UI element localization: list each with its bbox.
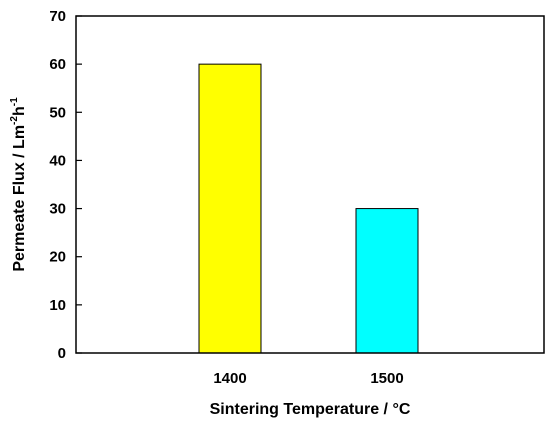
y-axis-label-sup1: -2: [9, 116, 20, 125]
x-ticks-group: 1400 1500: [213, 370, 403, 387]
y-tick-label: 20: [49, 249, 66, 266]
y-tick-label: 30: [49, 201, 66, 218]
y-axis-label-sup2: -1: [9, 97, 20, 106]
y-tick-label: 50: [49, 104, 66, 121]
y-axis-label-main: Permeate Flux / Lm: [11, 125, 28, 272]
x-tick-label: 1400: [213, 370, 246, 387]
y-ticks-group: 0 10 20 30 40 50 60 70: [49, 8, 82, 362]
bar-1400: [198, 63, 262, 354]
bars-group: [198, 63, 419, 354]
y-tick-label: 60: [49, 56, 66, 73]
x-axis-label: Sintering Temperature / °C: [210, 401, 411, 418]
y-axis-label-mid: h: [11, 106, 28, 116]
y-tick-label: 40: [49, 152, 66, 169]
y-tick-label: 70: [49, 8, 66, 25]
plot-frame: [75, 15, 545, 354]
bar-1500: [355, 208, 419, 354]
x-tick-label: 1500: [370, 370, 403, 387]
y-tick-label: 0: [58, 345, 66, 362]
y-tick-label: 10: [49, 297, 66, 314]
y-axis-label: Permeate Flux / Lm-2h-1: [9, 97, 28, 272]
